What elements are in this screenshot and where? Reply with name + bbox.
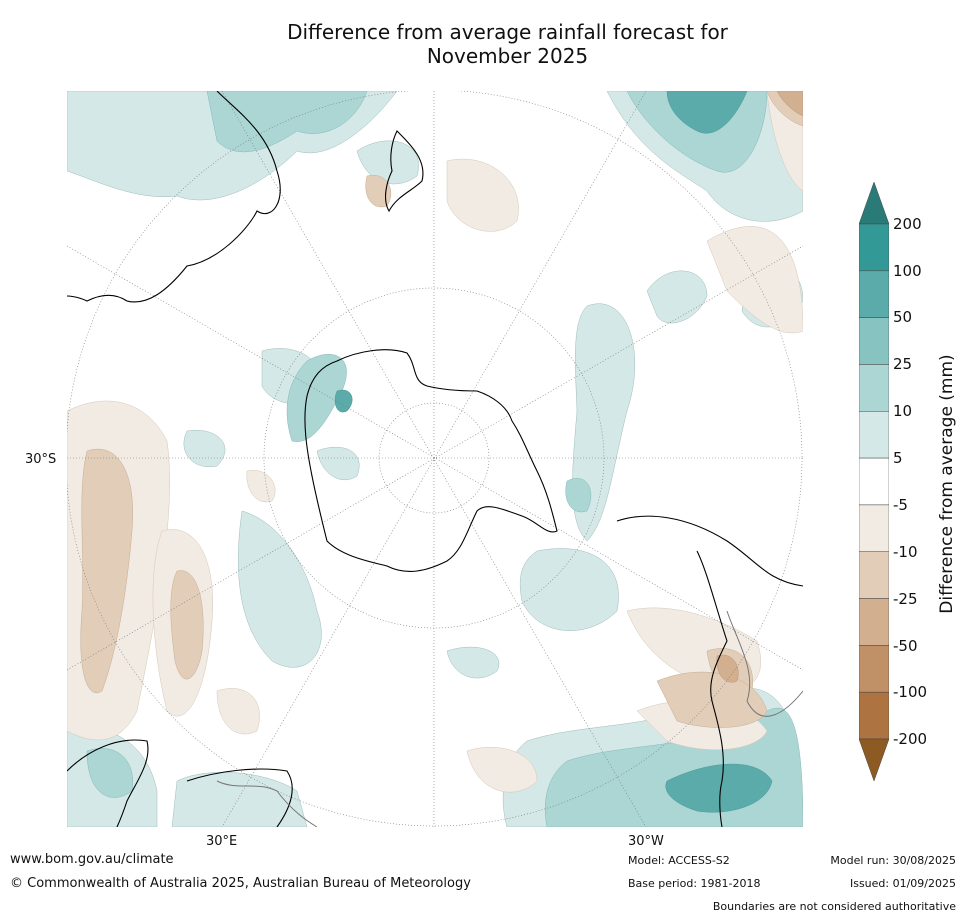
antarctica-coast bbox=[304, 349, 558, 572]
colorbar-extend-max bbox=[859, 182, 889, 225]
colorbar-tick-label: -200 bbox=[893, 730, 928, 748]
colorbar-segment bbox=[859, 223, 889, 272]
colorbar-tick-labels: 200 100 50 25 10 5 -5 -10 -25 -50 -100 -… bbox=[893, 0, 933, 919]
colorbar-tick-label: 200 bbox=[893, 215, 922, 233]
colorbar-segment bbox=[859, 551, 889, 599]
colorbar-tick-label: 25 bbox=[893, 355, 913, 373]
colorbar-title: Difference from average (mm) bbox=[937, 354, 957, 614]
colorbar-segment bbox=[859, 645, 889, 693]
base-period-text: Base period: 1981-2018 bbox=[628, 877, 761, 890]
new-zealand-coast bbox=[385, 130, 424, 213]
model-run-text: Model run: 30/08/2025 bbox=[830, 854, 956, 867]
colorbar-segment bbox=[859, 317, 889, 365]
map-title: Difference from average rainfall forecas… bbox=[190, 20, 825, 68]
longitude-label-30w: 30°W bbox=[628, 834, 664, 849]
latitude-label-30s: 30°S bbox=[25, 452, 57, 467]
colorbar-tick-label: -50 bbox=[893, 637, 918, 655]
madagascar-coast bbox=[186, 768, 293, 827]
map-panel bbox=[67, 91, 803, 827]
colorbar-segment bbox=[859, 364, 889, 412]
graticule bbox=[67, 91, 803, 827]
boundaries bbox=[216, 610, 803, 827]
polar-map bbox=[67, 91, 803, 827]
issued-text: Issued: 01/09/2025 bbox=[849, 877, 956, 890]
colorbar-segment bbox=[859, 598, 889, 646]
colorbar-tick-label: -25 bbox=[893, 590, 918, 608]
website-link[interactable]: www.bom.gov.au/climate bbox=[10, 852, 174, 867]
coastlines bbox=[67, 91, 803, 827]
colorbar-tick-label: -5 bbox=[893, 496, 908, 514]
colorbar-tick-label: 100 bbox=[893, 262, 922, 280]
colorbar-segment bbox=[859, 691, 889, 740]
colorbar-segment bbox=[859, 270, 889, 318]
colorbar-extend-min bbox=[859, 738, 889, 781]
title-line-2: November 2025 bbox=[426, 44, 589, 68]
colorbar-segments bbox=[859, 182, 889, 781]
australia-coast bbox=[67, 91, 281, 303]
title-line-1: Difference from average rainfall forecas… bbox=[287, 20, 728, 44]
colorbar-segment bbox=[859, 457, 889, 506]
model-text: Model: ACCESS-S2 bbox=[628, 854, 730, 867]
dry-anomaly-strong bbox=[716, 91, 803, 683]
colorbar bbox=[859, 182, 889, 781]
copyright-text: © Commonwealth of Australia 2025, Austra… bbox=[10, 876, 471, 891]
south-america-coast bbox=[616, 515, 803, 587]
wet-anomaly-strong bbox=[334, 91, 773, 813]
colorbar-tick-label: 5 bbox=[893, 449, 903, 467]
colorbar-tick-label: -10 bbox=[893, 543, 918, 561]
africa-coast bbox=[67, 739, 149, 827]
colorbar-segment bbox=[859, 411, 889, 459]
colorbar-tick-label: -100 bbox=[893, 683, 928, 701]
colorbar-segment bbox=[859, 504, 889, 552]
colorbar-tick-label: 50 bbox=[893, 308, 913, 326]
longitude-label-30e: 30°E bbox=[206, 834, 238, 849]
disclaimer-text: Boundaries are not considered authoritat… bbox=[712, 900, 956, 913]
colorbar-tick-label: 10 bbox=[893, 402, 913, 420]
south-america-coast-2 bbox=[696, 550, 728, 827]
